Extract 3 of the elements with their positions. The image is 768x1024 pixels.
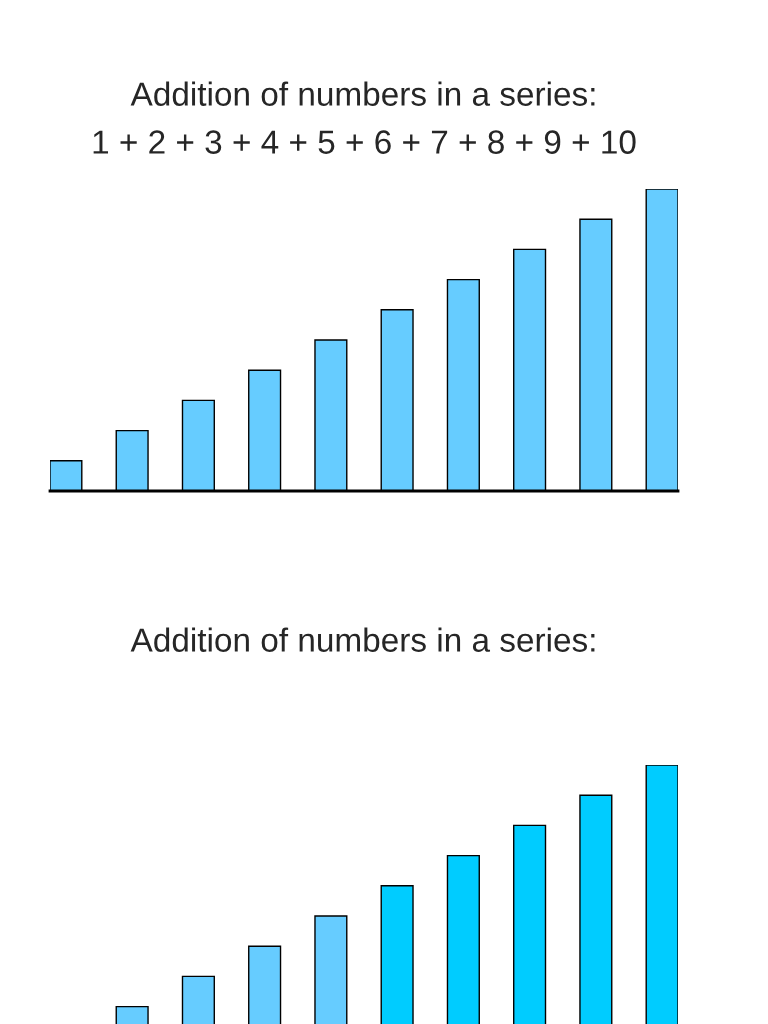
chart-title: Addition of numbers in a series: bbox=[130, 81, 595, 106]
chart-title: Addition of numbers in a series: bbox=[130, 627, 595, 652]
chart-subtitle: 1 + 2 + 3 + 4 + 5 + 6 + 7 + 8 + 9 + 10 bbox=[93, 130, 636, 154]
